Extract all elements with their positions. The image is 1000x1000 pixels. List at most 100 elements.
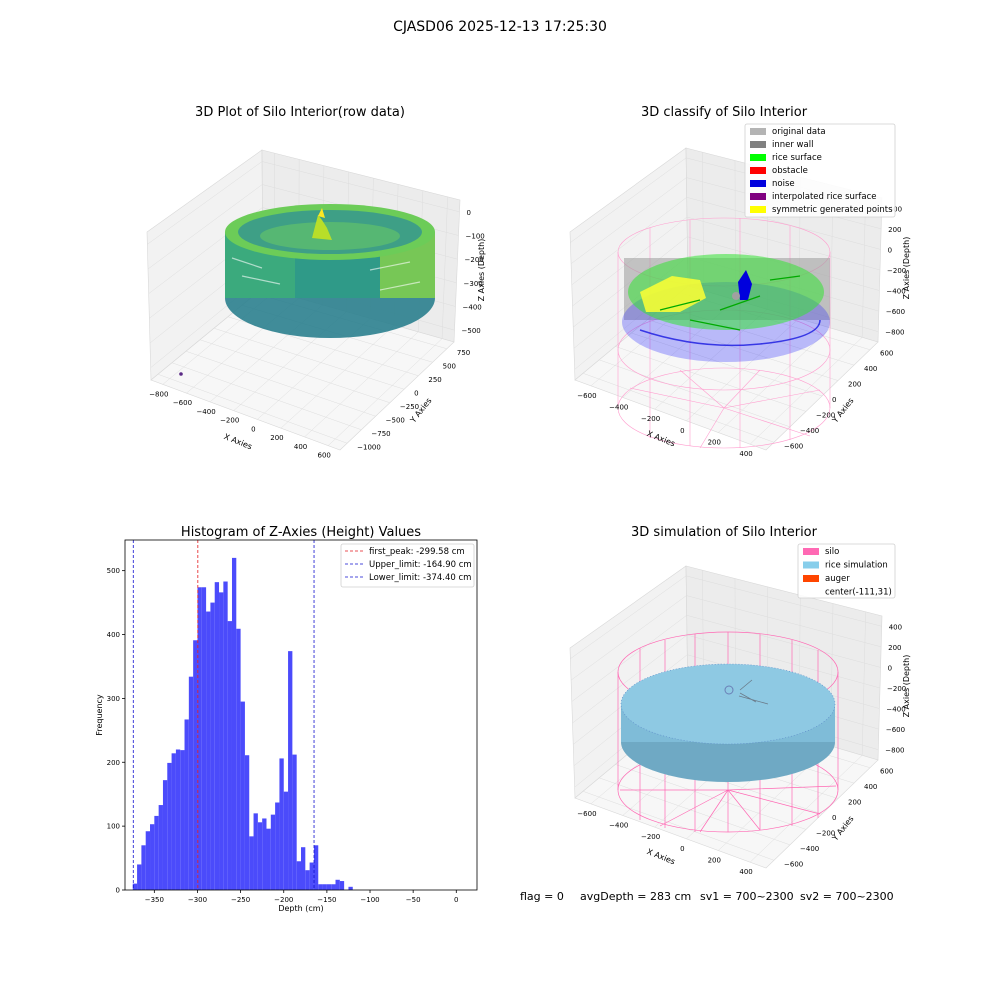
x-tick-label: 600 xyxy=(318,452,331,460)
z-tick-label: −300 xyxy=(464,280,483,288)
histogram-bar xyxy=(236,628,241,890)
sim-x-axis-label: X Axies xyxy=(646,847,677,866)
histogram-bar xyxy=(158,805,163,890)
histogram-bar xyxy=(326,884,332,890)
histogram-bar xyxy=(318,884,323,890)
histogram-bar xyxy=(150,824,155,890)
x-tick-label: 0 xyxy=(680,427,684,435)
y-tick-label: 0 xyxy=(414,389,418,397)
sv2-readout: sv2 = 700~2300 xyxy=(800,890,894,903)
z-tick-label: −800 xyxy=(885,329,904,337)
histogram-bar xyxy=(223,581,228,890)
x-tick-label: −50 xyxy=(406,896,421,904)
flag-readout: flag = 0 xyxy=(520,890,564,903)
histogram-bar xyxy=(206,611,211,890)
y-tick-label: 400 xyxy=(107,631,120,639)
histogram-bar xyxy=(184,719,189,890)
histogram-bar xyxy=(145,831,151,890)
y-tick-label: 0 xyxy=(832,396,836,404)
y-tick-label: 400 xyxy=(864,365,877,373)
legend-label: inner wall xyxy=(772,140,813,150)
y-tick-label: −750 xyxy=(371,430,390,438)
z-tick-label: −400 xyxy=(463,304,482,312)
histogram-bar xyxy=(240,701,245,890)
avg-depth-readout: avgDepth = 283 cm xyxy=(580,890,691,903)
histogram-bar xyxy=(301,847,306,890)
histogram-bar xyxy=(219,592,224,890)
panel-simulation-3d: 3D simulation of Silo Interior −600 −400 −… xyxy=(569,525,911,876)
x-tick-label: −150 xyxy=(317,896,336,904)
histogram-bar xyxy=(175,749,181,890)
classify-axis-ticks: −600−400−20002004006004002000−200−400−60… xyxy=(577,205,906,458)
x-tick-label: 200 xyxy=(270,434,283,442)
histogram-bar xyxy=(231,557,237,890)
legend-label: original data xyxy=(772,127,826,137)
y-tick-label: 0 xyxy=(116,887,120,895)
x-tick-label: −600 xyxy=(173,399,192,407)
y-tick-label: −500 xyxy=(386,416,405,424)
histogram-bar xyxy=(249,836,254,890)
classify-x-axis-label: X Axies xyxy=(646,429,677,448)
y-tick-label: 600 xyxy=(880,768,893,776)
x-tick-label: 0 xyxy=(680,845,684,853)
z-tick-label: 200 xyxy=(888,226,901,234)
histogram-bar xyxy=(262,818,267,890)
y-tick-label: −400 xyxy=(800,845,819,853)
figure-suptitle: CJASD06 2025-12-13 17:25:30 xyxy=(393,19,607,35)
legend-swatch xyxy=(750,193,766,200)
histogram-bar xyxy=(141,845,146,890)
z-tick-label: −200 xyxy=(887,685,906,693)
x-tick-label: −200 xyxy=(641,415,660,423)
y-tick-label: 100 xyxy=(107,823,120,831)
histogram-bar xyxy=(348,886,353,890)
histogram-bar xyxy=(305,870,310,890)
legend-swatch xyxy=(803,561,819,569)
z-tick-label: 400 xyxy=(889,623,902,631)
legend-swatch xyxy=(750,167,766,174)
z-tick-label: −200 xyxy=(887,267,906,275)
histogram-title: Histogram of Z-Axies (Height) Values xyxy=(181,525,421,540)
x-tick-label: −200 xyxy=(220,417,239,425)
x-tick-label: −200 xyxy=(641,833,660,841)
x-tick-label: 200 xyxy=(708,857,721,865)
histogram-bar xyxy=(339,881,345,890)
raw-y-axis-label: Y Axies xyxy=(408,396,434,425)
legend-swatch xyxy=(750,206,766,213)
sim-z-axis-label: Z Axies (Depth) xyxy=(902,655,911,718)
histogram-bar xyxy=(180,750,185,890)
y-tick-label: −400 xyxy=(800,427,819,435)
histogram-bar xyxy=(275,802,280,890)
histogram-x-label: Depth (cm) xyxy=(278,904,323,913)
legend-label: silo xyxy=(825,547,839,557)
raw-point-cloud xyxy=(225,204,435,338)
histogram-bar xyxy=(313,845,319,890)
z-tick-label: −100 xyxy=(466,233,485,241)
histogram-legend: first_peak: -299.58 cm Upper_limit: -164.… xyxy=(340,543,475,588)
y-tick-label: −600 xyxy=(784,860,803,868)
x-tick-label: −600 xyxy=(577,392,596,400)
y-tick-label: 500 xyxy=(107,567,120,575)
histogram-bars xyxy=(132,557,353,890)
histogram-bar xyxy=(171,753,176,890)
legend-label: auger xyxy=(825,574,850,584)
z-tick-label: 0 xyxy=(467,209,471,217)
legend-swatch xyxy=(750,154,766,161)
legend-label: symmetric generated points xyxy=(772,205,893,215)
legend-label: obstacle xyxy=(772,166,808,176)
histogram-bar xyxy=(296,861,301,890)
histogram-bar xyxy=(257,822,263,890)
y-tick-label: −200 xyxy=(816,411,835,419)
histogram-bar xyxy=(193,640,198,890)
legend-label: rice surface xyxy=(772,153,822,163)
x-tick-label: −400 xyxy=(609,822,628,830)
panel-simulation-title: 3D simulation of Silo Interior xyxy=(631,525,818,540)
histogram-bar xyxy=(292,754,297,890)
classify-legend: original data inner wall rice surface obsta… xyxy=(744,123,896,218)
classify-point-cloud xyxy=(622,254,830,362)
x-tick-label: −200 xyxy=(274,896,293,904)
legend-label: center(-111,31) xyxy=(825,588,892,598)
histogram-bar xyxy=(309,862,314,890)
histogram-bar xyxy=(253,813,258,890)
